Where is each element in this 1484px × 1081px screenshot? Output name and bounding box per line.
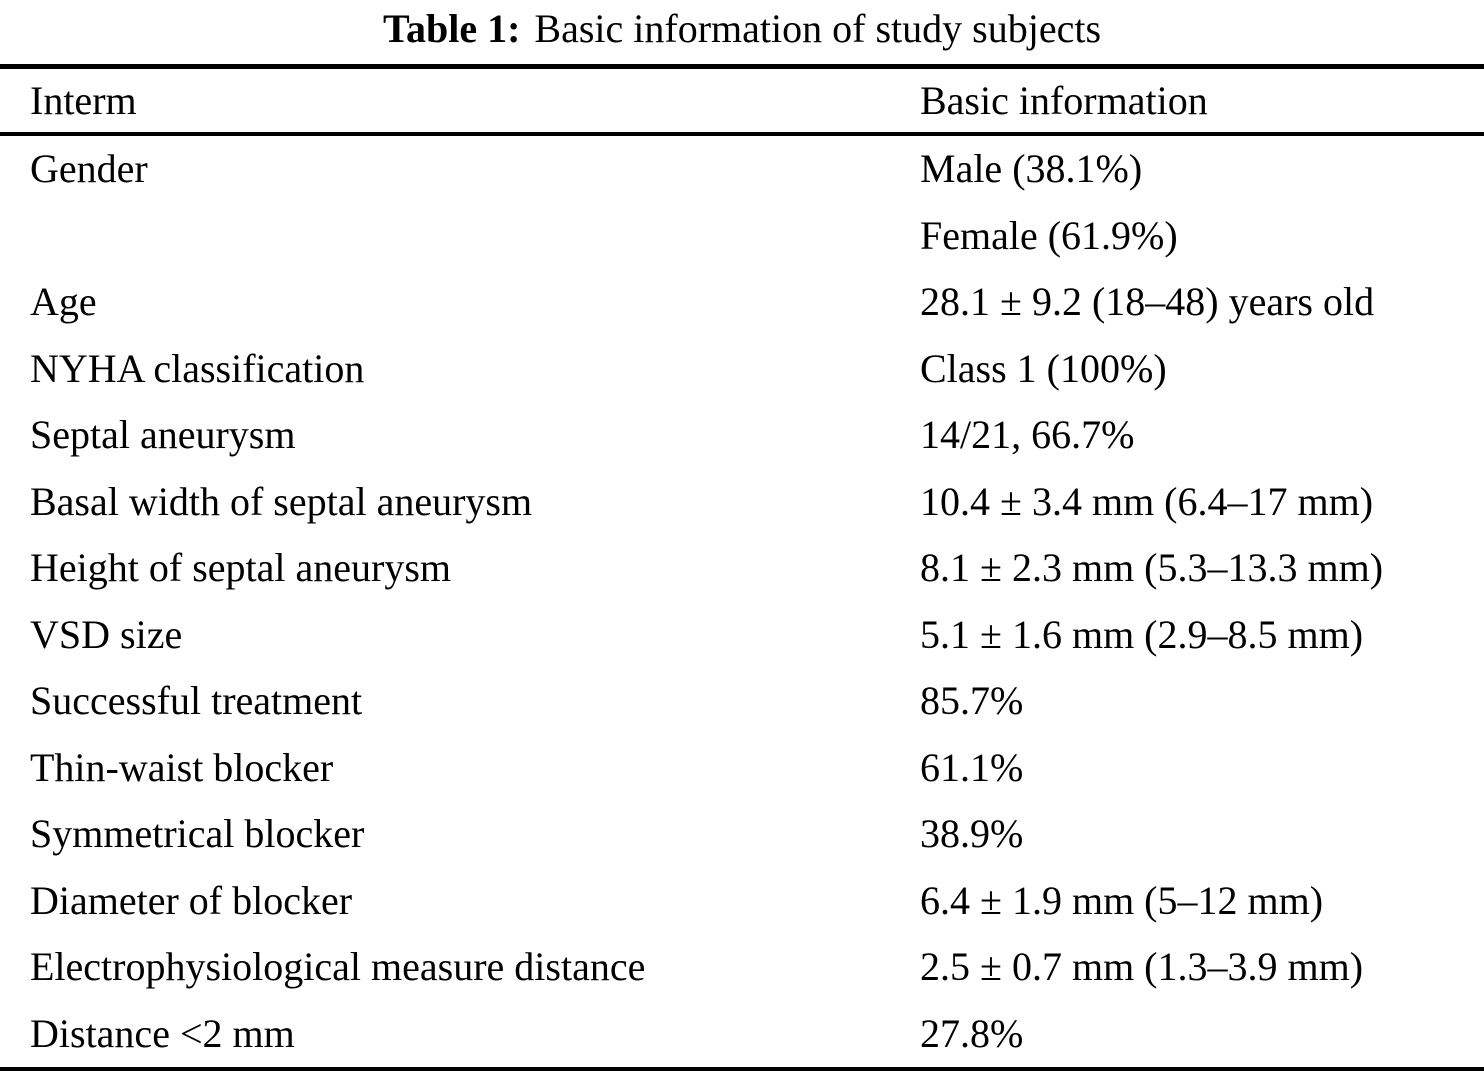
table-row: Gender Male (38.1%) (0, 134, 1484, 203)
item-cell: Thin-waist blocker (30, 744, 334, 790)
table-row: Height of septal aneurysm 8.1 ± 2.3 mm (5… (0, 535, 1484, 602)
item-cell: Gender (30, 146, 148, 192)
subjects-table: Interm Basic information Gender Male (38.… (0, 64, 1484, 1071)
item-cell: Symmetrical blocker (30, 811, 365, 857)
table-row: NYHA classification Class 1 (100%) (0, 336, 1484, 403)
item-cell: Height of septal aneurysm (30, 545, 451, 591)
value-cell: Female (61.9%) (920, 212, 1178, 258)
value-cell: 61.1% (920, 744, 1024, 790)
table-row: Symmetrical blocker 38.9% (0, 801, 1484, 868)
caption-text: Basic information of study subjects (534, 6, 1102, 51)
value-cell: Class 1 (100%) (920, 345, 1167, 391)
item-cell: Electrophysiological measure distance (30, 944, 646, 990)
table-row: Septal aneurysm 14/21, 66.7% (0, 402, 1484, 469)
table-row: Electrophysiological measure distance 2.5… (0, 934, 1484, 1001)
table-caption: Table 1: Basic information of study subje… (0, 0, 1484, 53)
item-cell: Distance <2 mm (30, 1010, 295, 1056)
item-cell: Diameter of blocker (30, 877, 353, 923)
table-row: Distance <2 mm 27.8% (0, 1001, 1484, 1070)
table-row: Female (61.9%) (0, 203, 1484, 270)
table-row: Basal width of septal aneurysm 10.4 ± 3.4… (0, 469, 1484, 536)
caption-label: Table 1: (382, 6, 521, 51)
value-cell: 6.4 ± 1.9 mm (5–12 mm) (920, 877, 1324, 923)
value-cell: 8.1 ± 2.3 mm (5.3–13.3 mm) (920, 545, 1384, 591)
item-cell: Septal aneurysm (30, 412, 296, 458)
table-row: Successful treatment 85.7% (0, 668, 1484, 735)
value-cell: 14/21, 66.7% (920, 412, 1135, 458)
value-cell: 38.9% (920, 811, 1024, 857)
value-cell: Male (38.1%) (920, 146, 1143, 192)
table-row: VSD size 5.1 ± 1.6 mm (2.9–8.5 mm) (0, 602, 1484, 669)
value-cell: 5.1 ± 1.6 mm (2.9–8.5 mm) (920, 611, 1364, 657)
table-row: Thin-waist blocker 61.1% (0, 735, 1484, 802)
item-cell: Basal width of septal aneurysm (30, 478, 533, 524)
table-row: Age 28.1 ± 9.2 (18–48) years old (0, 269, 1484, 336)
value-cell: 2.5 ± 0.7 mm (1.3–3.9 mm) (920, 944, 1364, 990)
value-cell: 10.4 ± 3.4 mm (6.4–17 mm) (920, 478, 1374, 524)
header-row: Interm Basic information (0, 66, 1484, 134)
item-cell: Successful treatment (30, 678, 363, 724)
value-cell: 27.8% (920, 1010, 1024, 1056)
column-header-interm: Interm (30, 77, 137, 123)
column-header-basic-information: Basic information (920, 77, 1208, 123)
item-cell: Age (30, 279, 97, 325)
item-cell: NYHA classification (30, 345, 365, 391)
value-cell: 85.7% (920, 678, 1024, 724)
item-cell (0, 203, 890, 270)
item-cell: VSD size (30, 611, 183, 657)
table-row: Diameter of blocker 6.4 ± 1.9 mm (5–12 mm… (0, 868, 1484, 935)
value-cell: 28.1 ± 9.2 (18–48) years old (920, 279, 1375, 325)
